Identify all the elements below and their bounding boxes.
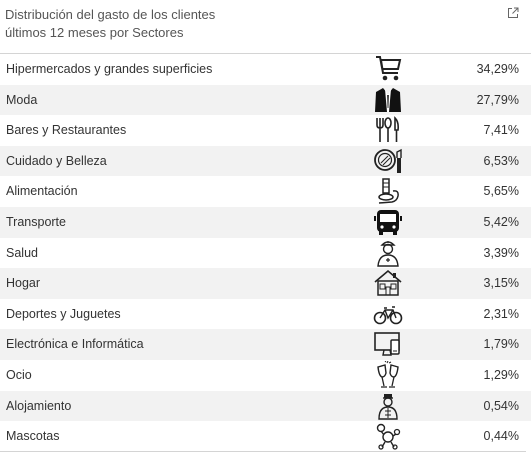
- suit-jacket-icon: [370, 85, 406, 115]
- champagne-glasses-icon: [370, 360, 406, 390]
- table-row[interactable]: Bares y Restaurantes 7,41%: [0, 115, 531, 146]
- sector-table: Hipermercados y grandes superficies 34,2…: [0, 54, 531, 452]
- sector-label: Alimentación: [6, 184, 78, 199]
- sector-value: 6,53%: [483, 153, 519, 168]
- sector-value: 5,65%: [483, 184, 519, 199]
- bicycle-icon: [370, 299, 406, 329]
- sector-label: Hogar: [6, 276, 41, 291]
- sector-label: Moda: [6, 92, 38, 107]
- external-link-icon[interactable]: [507, 7, 519, 19]
- food-icon: [370, 176, 406, 206]
- table-row[interactable]: Hogar 3,15%: [0, 268, 531, 299]
- sector-value: 1,79%: [483, 337, 519, 352]
- sector-label: Bares y Restaurantes: [6, 123, 127, 138]
- table-row[interactable]: Cuidado y Belleza 6,53%: [0, 145, 531, 177]
- sector-value: 2,31%: [483, 306, 519, 321]
- sector-value: 1,29%: [483, 367, 519, 382]
- sector-label: Transporte: [6, 214, 66, 229]
- table-row[interactable]: Salud 3,39%: [0, 238, 531, 269]
- table-row[interactable]: Mascotas 0,44%: [0, 421, 531, 452]
- table-row[interactable]: Alimentación 5,65%: [0, 176, 531, 207]
- sector-label: Electrónica e Informática: [6, 337, 144, 352]
- bellhop-icon: [370, 391, 406, 421]
- table-row[interactable]: Ocio 1,29%: [0, 360, 531, 391]
- title-line-2: últimos 12 meses por Sectores: [5, 25, 184, 40]
- title-line-1: Distribución del gasto de los clientes: [5, 7, 216, 22]
- shopping-cart-icon: [370, 54, 406, 84]
- table-row[interactable]: Transporte 5,42%: [0, 206, 531, 238]
- table-row[interactable]: Deportes y Juguetes 2,31%: [0, 299, 531, 330]
- sector-value: 3,39%: [483, 245, 519, 260]
- sector-label: Deportes y Juguetes: [6, 306, 121, 321]
- cutlery-icon: [370, 115, 406, 145]
- house-icon: [370, 268, 406, 298]
- sector-value: 27,79%: [476, 92, 519, 107]
- table-row[interactable]: Moda 27,79%: [0, 84, 531, 116]
- sector-label: Mascotas: [6, 429, 60, 444]
- sector-value: 5,42%: [483, 214, 519, 229]
- sector-value: 0,44%: [483, 429, 519, 444]
- sector-value: 3,15%: [483, 276, 519, 291]
- table-row[interactable]: Alojamiento 0,54%: [0, 390, 531, 422]
- sector-label: Hipermercados y grandes superficies: [6, 62, 213, 76]
- computer-phone-icon: [370, 329, 406, 359]
- sector-label: Alojamiento: [6, 398, 72, 413]
- sector-value: 34,29%: [476, 62, 519, 76]
- table-row[interactable]: Electrónica e Informática 1,79%: [0, 329, 531, 360]
- sector-label: Ocio: [6, 367, 32, 382]
- viz-header: Distribución del gasto de los clientes ú…: [0, 0, 531, 54]
- mirror-lipstick-icon: [370, 146, 406, 176]
- bus-icon: [370, 207, 406, 237]
- sector-label: Salud: [6, 245, 38, 260]
- sector-value: 0,54%: [483, 398, 519, 413]
- sector-label: Cuidado y Belleza: [6, 153, 107, 168]
- table-bottom-divider: [0, 451, 526, 452]
- nurse-icon: [370, 238, 406, 268]
- poodle-icon: [370, 421, 406, 451]
- page-title: Distribución del gasto de los clientes ú…: [5, 6, 475, 42]
- sector-value: 7,41%: [483, 123, 519, 138]
- table-row[interactable]: Hipermercados y grandes superficies 34,2…: [0, 54, 531, 85]
